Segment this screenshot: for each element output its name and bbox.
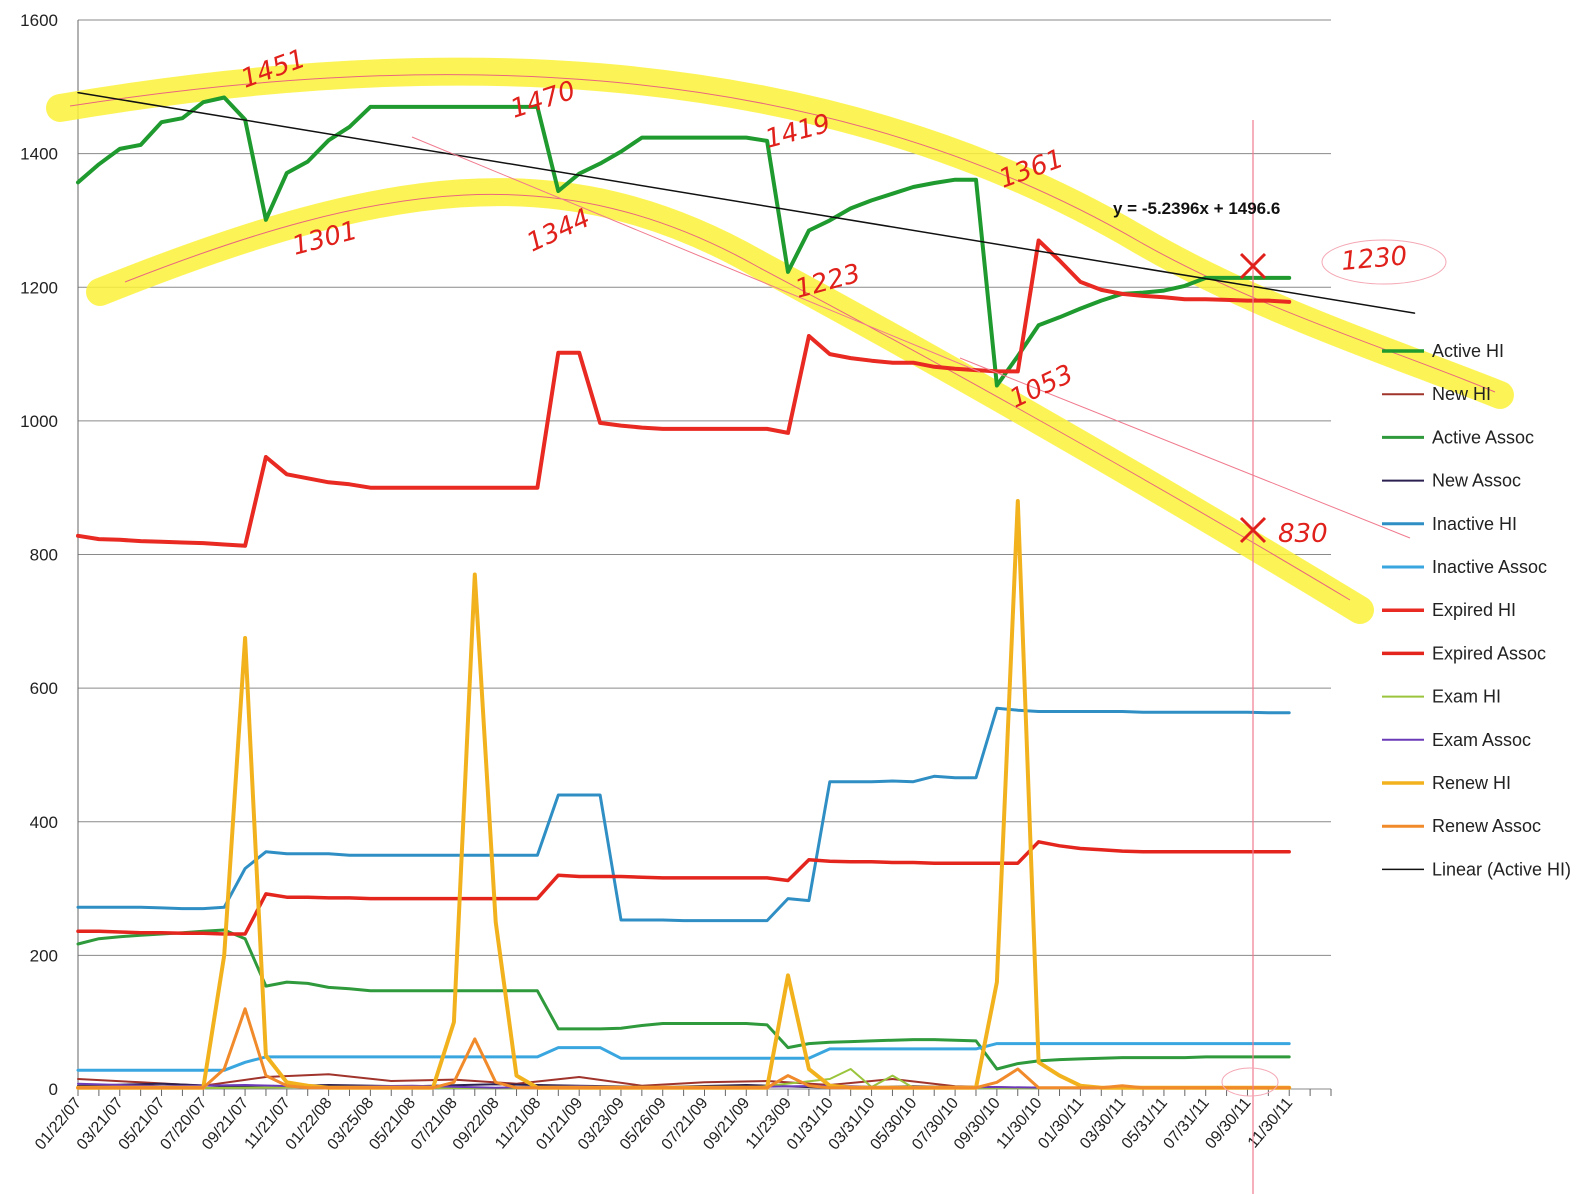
y-tick-label: 0 — [49, 1080, 58, 1099]
y-tick-label: 1400 — [20, 145, 58, 164]
series-line-4 — [76, 706, 1291, 923]
y-tick-label: 1200 — [20, 278, 58, 297]
lower-curve-pen — [124, 193, 1351, 601]
circled-zero-outline — [1221, 1067, 1279, 1097]
series-line-11 — [76, 1007, 1291, 1090]
handwritten-annotation: 830 — [1278, 519, 1328, 549]
legend-label: Exam Assoc — [1432, 730, 1531, 750]
legend-label: Renew Assoc — [1432, 816, 1541, 836]
legend-label: Active Assoc — [1432, 427, 1534, 447]
legend: Active HI New HI Active Assoc New Assoc Inac… — [1382, 341, 1571, 879]
y-tick-label: 1600 — [20, 11, 58, 30]
legend-label: Active HI — [1432, 341, 1504, 361]
series-line-10 — [76, 499, 1292, 1090]
legend-label: Linear (Active HI) — [1432, 859, 1571, 879]
series-line-2 — [76, 928, 1291, 1071]
series-line-7 — [76, 840, 1291, 936]
upper-curve-pen — [69, 74, 1496, 393]
series-line-0 — [76, 95, 1292, 388]
circled-value-outline — [1321, 239, 1447, 285]
pen-guide-line — [411, 136, 981, 373]
trendline-equation: y = -5.2396x + 1496.6 — [1113, 199, 1280, 218]
handwritten-annotation: 1344 — [522, 203, 595, 258]
series-line-6 — [76, 238, 1292, 548]
legend-label: Renew HI — [1432, 773, 1511, 793]
x-mark — [1239, 516, 1267, 544]
x-tick-label: 09/30/11 — [1202, 1095, 1254, 1153]
y-tick-label: 200 — [30, 946, 58, 965]
gridlines — [77, 19, 1331, 1090]
series-lines — [76, 91, 1416, 1090]
legend-label: Inactive Assoc — [1432, 557, 1547, 577]
legend-label: New HI — [1432, 384, 1491, 404]
handwritten-annotation: 1230 — [1340, 241, 1409, 277]
y-tick-label: 600 — [30, 679, 58, 698]
legend-label: Expired HI — [1432, 600, 1516, 620]
legend-label: Exam HI — [1432, 687, 1501, 707]
upper-highlight-band — [46, 57, 1514, 409]
series-line-5 — [76, 1042, 1291, 1072]
highlighter-marks — [46, 57, 1514, 624]
x-axis-ticks: 01/22/0703/21/0705/21/0707/20/0709/21/07… — [32, 1089, 1332, 1153]
y-axis-ticks: 0 200 400 600 800 1000 1200 1400 1600 — [20, 11, 58, 1099]
pen-guide-line-2 — [959, 357, 1411, 539]
y-tick-label: 800 — [30, 546, 58, 565]
y-tick-label: 400 — [30, 813, 58, 832]
legend-label: New Assoc — [1432, 471, 1521, 491]
legend-label: Inactive HI — [1432, 514, 1517, 534]
x-mark — [1239, 252, 1267, 280]
series-line-12 — [77, 91, 1416, 314]
lower-highlight-band — [86, 178, 1374, 624]
y-tick-label: 1000 — [20, 412, 58, 431]
legend-label: Expired Assoc — [1432, 643, 1546, 663]
